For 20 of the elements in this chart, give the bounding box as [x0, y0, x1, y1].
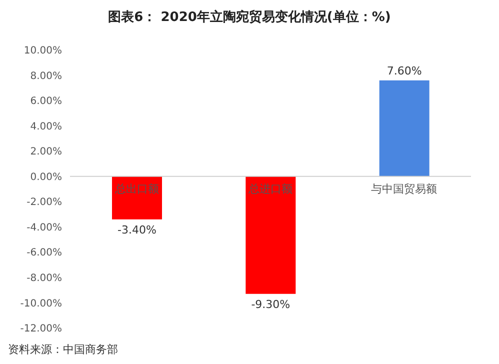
y-tick-label: 4.00%: [30, 121, 62, 132]
y-tick-label: 6.00%: [30, 96, 62, 108]
y-tick-label: 8.00%: [30, 70, 62, 82]
y-tick-label: -10.00%: [20, 298, 62, 310]
data-label: -3.40%: [118, 223, 156, 236]
x-tick-label: 总进口额: [248, 182, 292, 196]
chart-title: 图表6： 2020年立陶宛贸易变化情况(单位：%): [107, 8, 392, 26]
data-label: -9.30%: [251, 298, 290, 311]
x-tick-label: 总出口额: [114, 182, 159, 196]
y-tick-label: 10.00%: [24, 46, 62, 57]
x-tick-label: 与中国贸易额: [371, 182, 438, 196]
text: 资料来源：中国商务部: [8, 342, 119, 357]
y-tick-label: -2.00%: [26, 197, 62, 208]
y-tick-label: -6.00%: [26, 248, 62, 259]
data-label: 7.60%: [386, 64, 422, 78]
y-tick-label: -4.00%: [26, 222, 62, 234]
y-tick-label: -8.00%: [26, 273, 62, 284]
y-tick-label: 2.00%: [30, 146, 62, 158]
y-tick-label: -12.00%: [20, 324, 62, 335]
y-tick-label: 0.00%: [30, 172, 62, 183]
